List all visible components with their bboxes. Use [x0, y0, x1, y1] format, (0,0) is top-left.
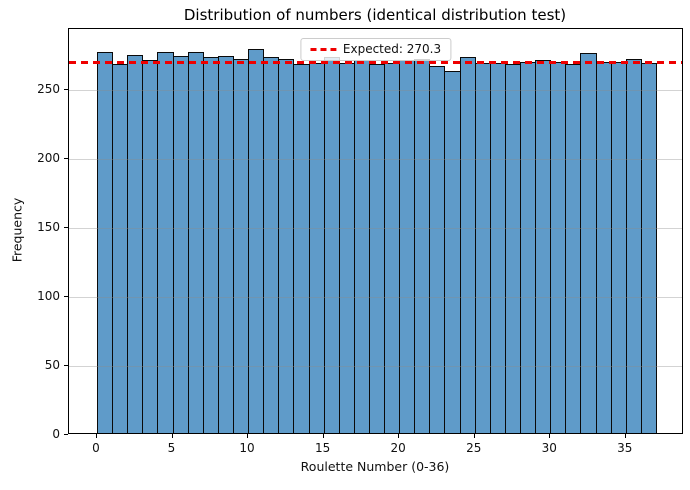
x-tick-label: 30 — [541, 441, 557, 455]
gridline — [69, 365, 682, 367]
x-axis-label: Roulette Number (0-36) — [300, 459, 450, 474]
x-tick-mark — [549, 434, 551, 438]
y-tick-mark — [64, 157, 68, 159]
x-tick-mark — [247, 434, 249, 438]
y-tick-mark — [64, 226, 68, 228]
x-tick-mark — [95, 434, 97, 438]
x-tick-label: 35 — [617, 441, 633, 455]
legend-label: Expected: 270.3 — [342, 42, 442, 56]
y-tick-label: 100 — [37, 288, 60, 303]
y-tick-mark — [64, 364, 68, 366]
y-axis-label: Frequency — [9, 197, 25, 263]
plot-area: Expected: 270.3 — [68, 28, 683, 434]
gridline — [69, 89, 682, 91]
grid-layer — [69, 29, 682, 433]
x-tick-mark — [398, 434, 400, 438]
legend: Expected: 270.3 — [299, 38, 452, 61]
x-tick-mark — [473, 434, 475, 438]
y-tick-label: 150 — [37, 219, 60, 234]
gridline — [69, 296, 682, 298]
y-tick-mark — [64, 295, 68, 297]
x-tick-label: 25 — [466, 441, 482, 455]
x-tick-label: 10 — [239, 441, 255, 455]
y-tick-mark — [64, 434, 68, 435]
y-tick-label: 250 — [37, 81, 60, 96]
x-tick-mark — [171, 434, 173, 438]
x-tick-mark — [322, 434, 324, 438]
y-tick-label: 50 — [44, 357, 60, 372]
chart-title: Distribution of numbers (identical distr… — [183, 6, 567, 24]
gridline — [69, 158, 682, 160]
y-tick-mark — [64, 88, 68, 90]
y-tick-label: 200 — [37, 150, 60, 165]
x-tick-label: 5 — [167, 441, 176, 455]
x-tick-label: 15 — [314, 441, 331, 455]
x-tick-label: 0 — [92, 441, 100, 455]
bars-layer — [69, 29, 682, 433]
x-tick-label: 20 — [390, 441, 406, 455]
y-tick-label: 0 — [52, 427, 60, 441]
gridline — [69, 227, 682, 229]
red-dashed-line-icon — [309, 47, 336, 51]
x-tick-mark — [624, 434, 626, 438]
